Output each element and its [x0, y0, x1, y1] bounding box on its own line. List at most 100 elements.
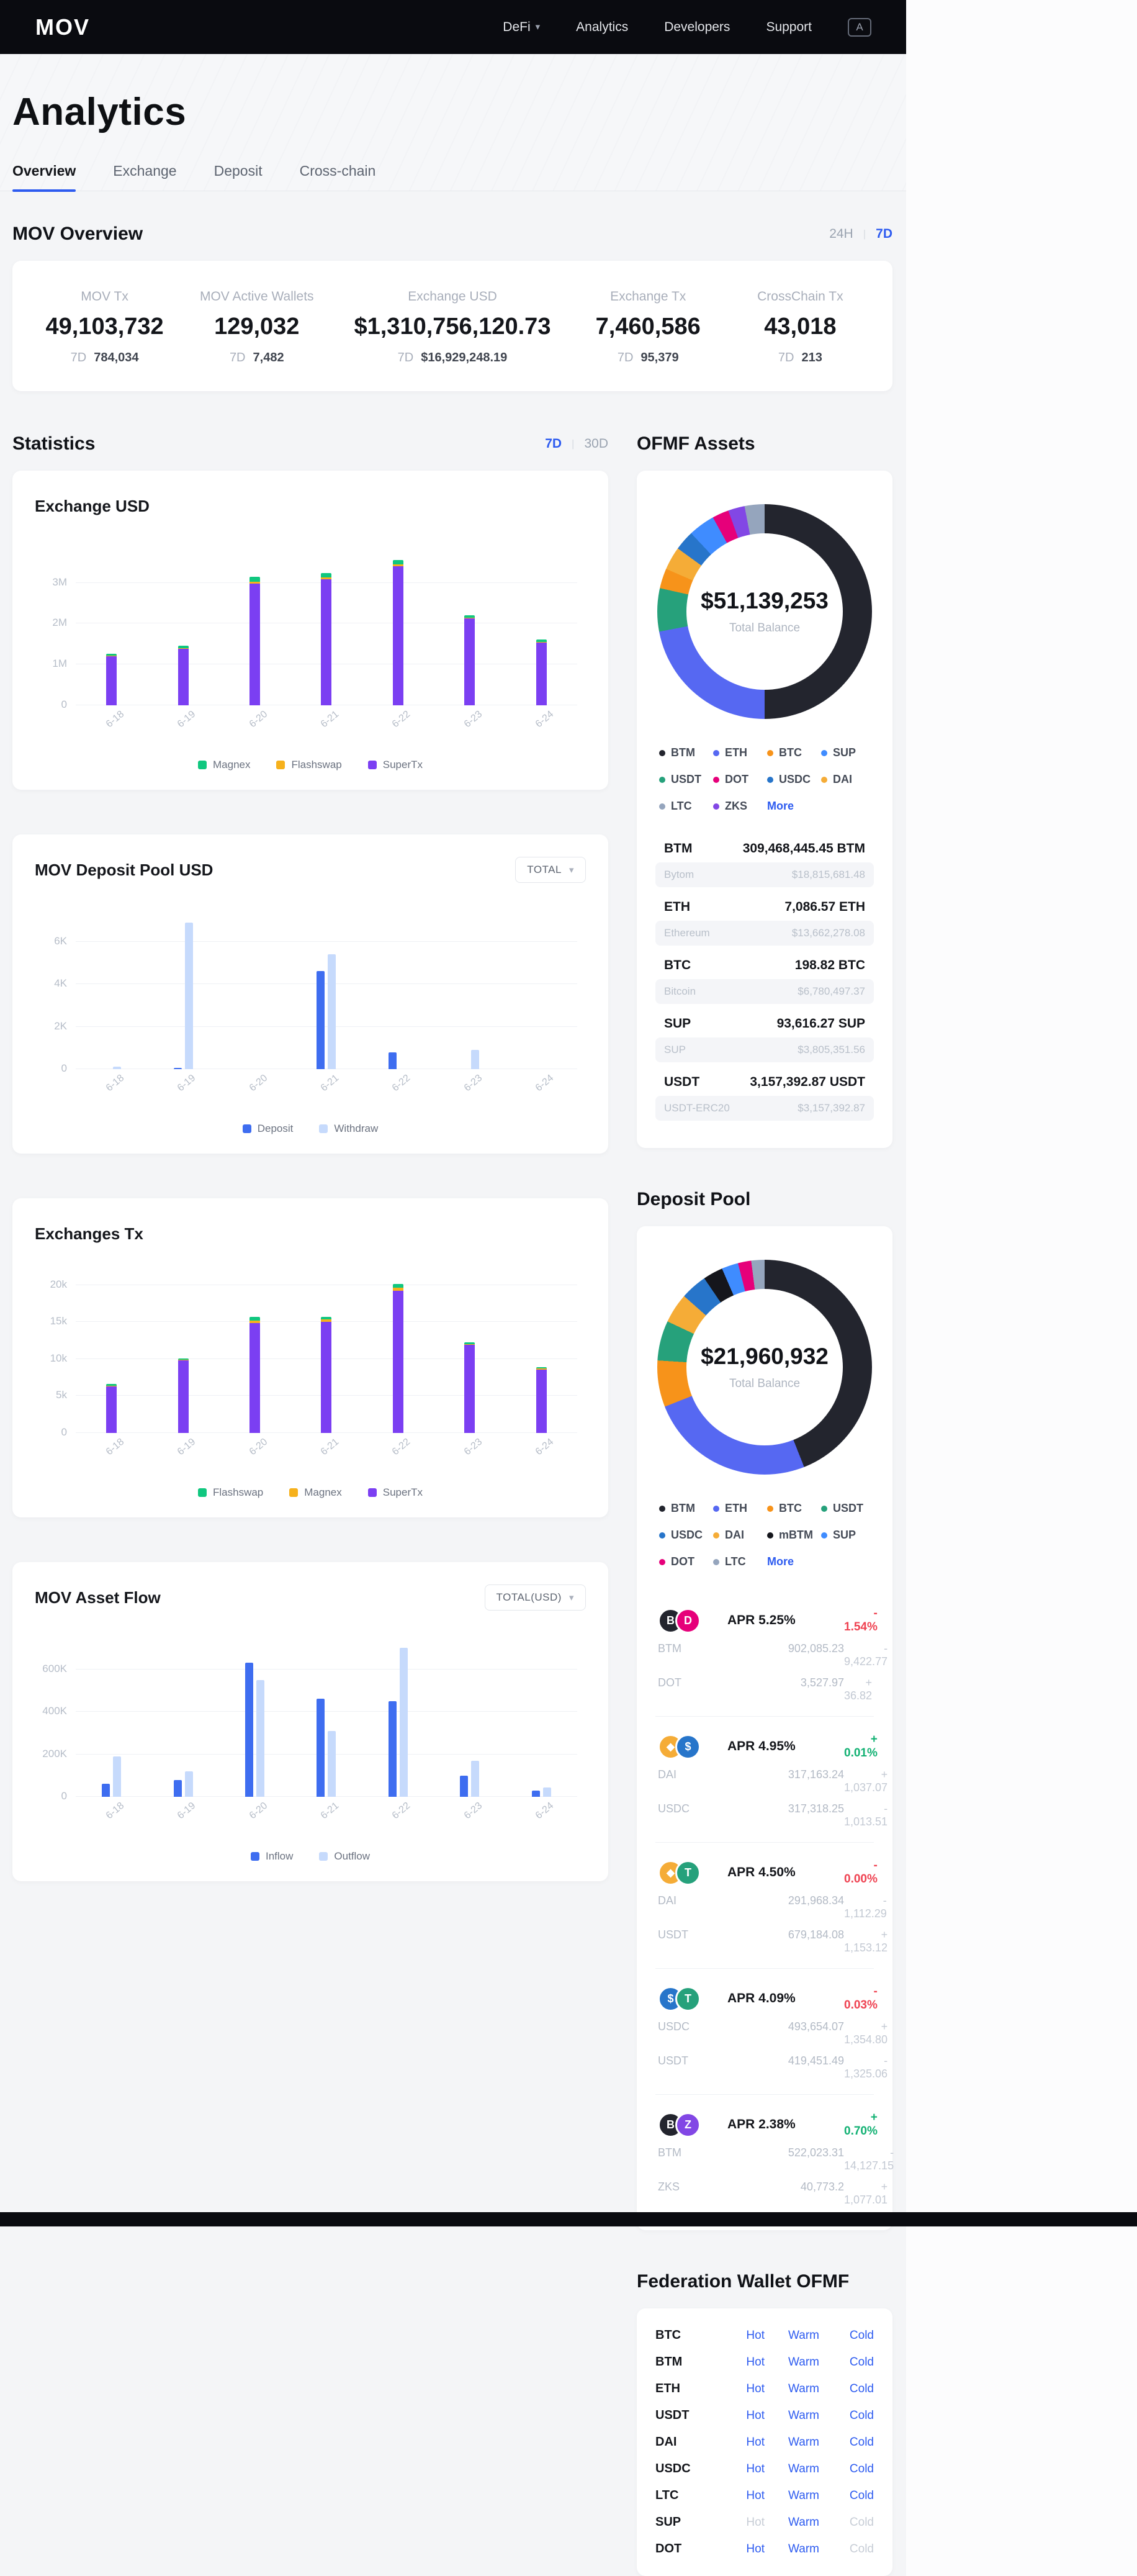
outflow-bar[interactable]	[113, 1756, 122, 1797]
cold-wallet-link[interactable]: Cold	[849, 2355, 874, 2369]
nav-developers[interactable]: Developers	[664, 19, 730, 34]
deposit-bar[interactable]	[317, 971, 325, 1069]
legend-item-dai[interactable]: DAI	[821, 773, 870, 786]
hot-wallet-link[interactable]: Hot	[746, 2382, 765, 2395]
legend-item-btc[interactable]: BTC	[767, 746, 816, 759]
stacked-bar-6-18[interactable]	[106, 654, 117, 705]
ofmf-donut-chart[interactable]: $51,139,253 Total Balance	[657, 504, 872, 719]
deposit-bar[interactable]	[388, 1052, 397, 1069]
outflow-bar[interactable]	[256, 1679, 265, 1797]
language-icon[interactable]: A	[848, 17, 871, 37]
inflow-bar[interactable]	[531, 1790, 540, 1797]
legend-item-btm[interactable]: BTM	[659, 746, 708, 759]
tab-exchange[interactable]: Exchange	[113, 163, 177, 179]
stacked-bar-6-20[interactable]	[249, 1317, 261, 1433]
nav-analytics[interactable]: Analytics	[576, 19, 629, 34]
inflow-bar[interactable]	[317, 1699, 325, 1797]
legend-item-mbtm[interactable]: mBTM	[767, 1529, 816, 1542]
stacked-bar-6-23[interactable]	[464, 1342, 475, 1433]
inflow-bar[interactable]	[245, 1663, 254, 1797]
outflow-bar[interactable]	[328, 1730, 336, 1797]
stacked-bar-6-23[interactable]	[464, 615, 475, 705]
nav-support[interactable]: Support	[766, 19, 812, 34]
hot-wallet-link[interactable]: Hot	[746, 2435, 765, 2449]
legend-item-sup[interactable]: SUP	[821, 1529, 870, 1542]
nav-defi[interactable]: DeFi ▾	[503, 20, 540, 35]
cold-wallet-link[interactable]: Cold	[849, 2328, 874, 2342]
stacked-bar-6-18[interactable]	[106, 1384, 117, 1433]
deposit-pool-donut-chart[interactable]: $21,960,932 Total Balance	[657, 1260, 872, 1475]
tab-deposit[interactable]: Deposit	[213, 163, 263, 179]
withdraw-bar[interactable]	[113, 1066, 122, 1069]
hot-wallet-link[interactable]: Hot	[746, 2462, 765, 2475]
legend-item-deposit[interactable]: Deposit	[242, 1123, 293, 1135]
legend-item-magnex[interactable]: Magnex	[198, 759, 250, 771]
range-30d-button[interactable]: 30D	[584, 436, 608, 451]
legend-item-usdt[interactable]: USDT	[659, 773, 708, 786]
more-link[interactable]: More	[767, 1555, 794, 1568]
hot-wallet-link[interactable]: Hot	[746, 2355, 765, 2369]
hot-wallet-link[interactable]: Hot	[746, 2542, 765, 2556]
stacked-bar-6-19[interactable]	[178, 1358, 189, 1433]
inflow-bar[interactable]	[388, 1701, 397, 1797]
legend-item-btc[interactable]: BTC	[767, 1502, 816, 1515]
outflow-bar[interactable]	[399, 1648, 408, 1797]
range-7d-button[interactable]: 7D	[545, 436, 562, 451]
cold-wallet-link[interactable]: Cold	[849, 2488, 874, 2502]
legend-item-zks[interactable]: ZKS	[713, 800, 762, 813]
stacked-bar-6-21[interactable]	[321, 572, 332, 705]
legend-item-dai[interactable]: DAI	[713, 1529, 762, 1542]
withdraw-bar[interactable]	[328, 954, 336, 1069]
warm-wallet-link[interactable]: Warm	[788, 2435, 819, 2449]
withdraw-bar[interactable]	[471, 1050, 480, 1069]
deposit-pool-filter-dropdown[interactable]: TOTAL ▾	[515, 857, 586, 883]
legend-item-btm[interactable]: BTM	[659, 1502, 708, 1515]
legend-item-eth[interactable]: ETH	[713, 1502, 762, 1515]
legend-item-dot[interactable]: DOT	[659, 1555, 708, 1568]
legend-item-ltc[interactable]: LTC	[659, 800, 708, 813]
warm-wallet-link[interactable]: Warm	[788, 2355, 819, 2369]
stacked-bar-6-24[interactable]	[536, 1367, 547, 1433]
warm-wallet-link[interactable]: Warm	[788, 2488, 819, 2502]
warm-wallet-link[interactable]: Warm	[788, 2408, 819, 2422]
legend-item-usdc[interactable]: USDC	[767, 773, 816, 786]
stacked-bar-6-19[interactable]	[178, 646, 189, 705]
legend-item-sup[interactable]: SUP	[821, 746, 870, 759]
cold-wallet-link[interactable]: Cold	[849, 2462, 874, 2475]
legend-item-usdt[interactable]: USDT	[821, 1502, 870, 1515]
cold-wallet-link[interactable]: Cold	[849, 2435, 874, 2449]
outflow-bar[interactable]	[184, 1771, 193, 1797]
more-link[interactable]: More	[767, 800, 794, 812]
inflow-bar[interactable]	[460, 1775, 469, 1797]
legend-item-withdraw[interactable]: Withdraw	[319, 1123, 378, 1135]
inflow-bar[interactable]	[102, 1784, 110, 1797]
stacked-bar-6-22[interactable]	[392, 1283, 403, 1433]
warm-wallet-link[interactable]: Warm	[788, 2328, 819, 2342]
legend-item-eth[interactable]: ETH	[713, 746, 762, 759]
withdraw-bar[interactable]	[184, 922, 193, 1069]
legend-item-dot[interactable]: DOT	[713, 773, 762, 786]
hot-wallet-link[interactable]: Hot	[746, 2408, 765, 2422]
tab-cross-chain[interactable]: Cross-chain	[299, 163, 376, 179]
mov-logo[interactable]: MOV	[35, 14, 91, 40]
asset-flow-filter-dropdown[interactable]: TOTAL(USD) ▾	[484, 1584, 586, 1611]
cold-wallet-link[interactable]: Cold	[849, 2408, 874, 2422]
warm-wallet-link[interactable]: Warm	[788, 2382, 819, 2395]
stacked-bar-6-20[interactable]	[249, 577, 261, 705]
inflow-bar[interactable]	[173, 1779, 182, 1797]
warm-wallet-link[interactable]: Warm	[788, 2462, 819, 2475]
warm-wallet-link[interactable]: Warm	[788, 2542, 819, 2556]
outflow-bar[interactable]	[471, 1760, 480, 1797]
legend-item-inflow[interactable]: Inflow	[250, 1850, 293, 1863]
legend-item-outflow[interactable]: Outflow	[319, 1850, 370, 1863]
warm-wallet-link[interactable]: Warm	[788, 2515, 819, 2529]
legend-item-supertx[interactable]: SuperTx	[367, 1486, 423, 1499]
stacked-bar-6-24[interactable]	[536, 639, 547, 705]
stacked-bar-6-21[interactable]	[321, 1317, 332, 1433]
outflow-bar[interactable]	[542, 1787, 551, 1797]
legend-item-usdc[interactable]: USDC	[659, 1529, 708, 1542]
cold-wallet-link[interactable]: Cold	[849, 2382, 874, 2395]
legend-item-supertx[interactable]: SuperTx	[367, 759, 423, 771]
deposit-bar[interactable]	[173, 1067, 182, 1069]
range-7d-button[interactable]: 7D	[876, 227, 892, 241]
